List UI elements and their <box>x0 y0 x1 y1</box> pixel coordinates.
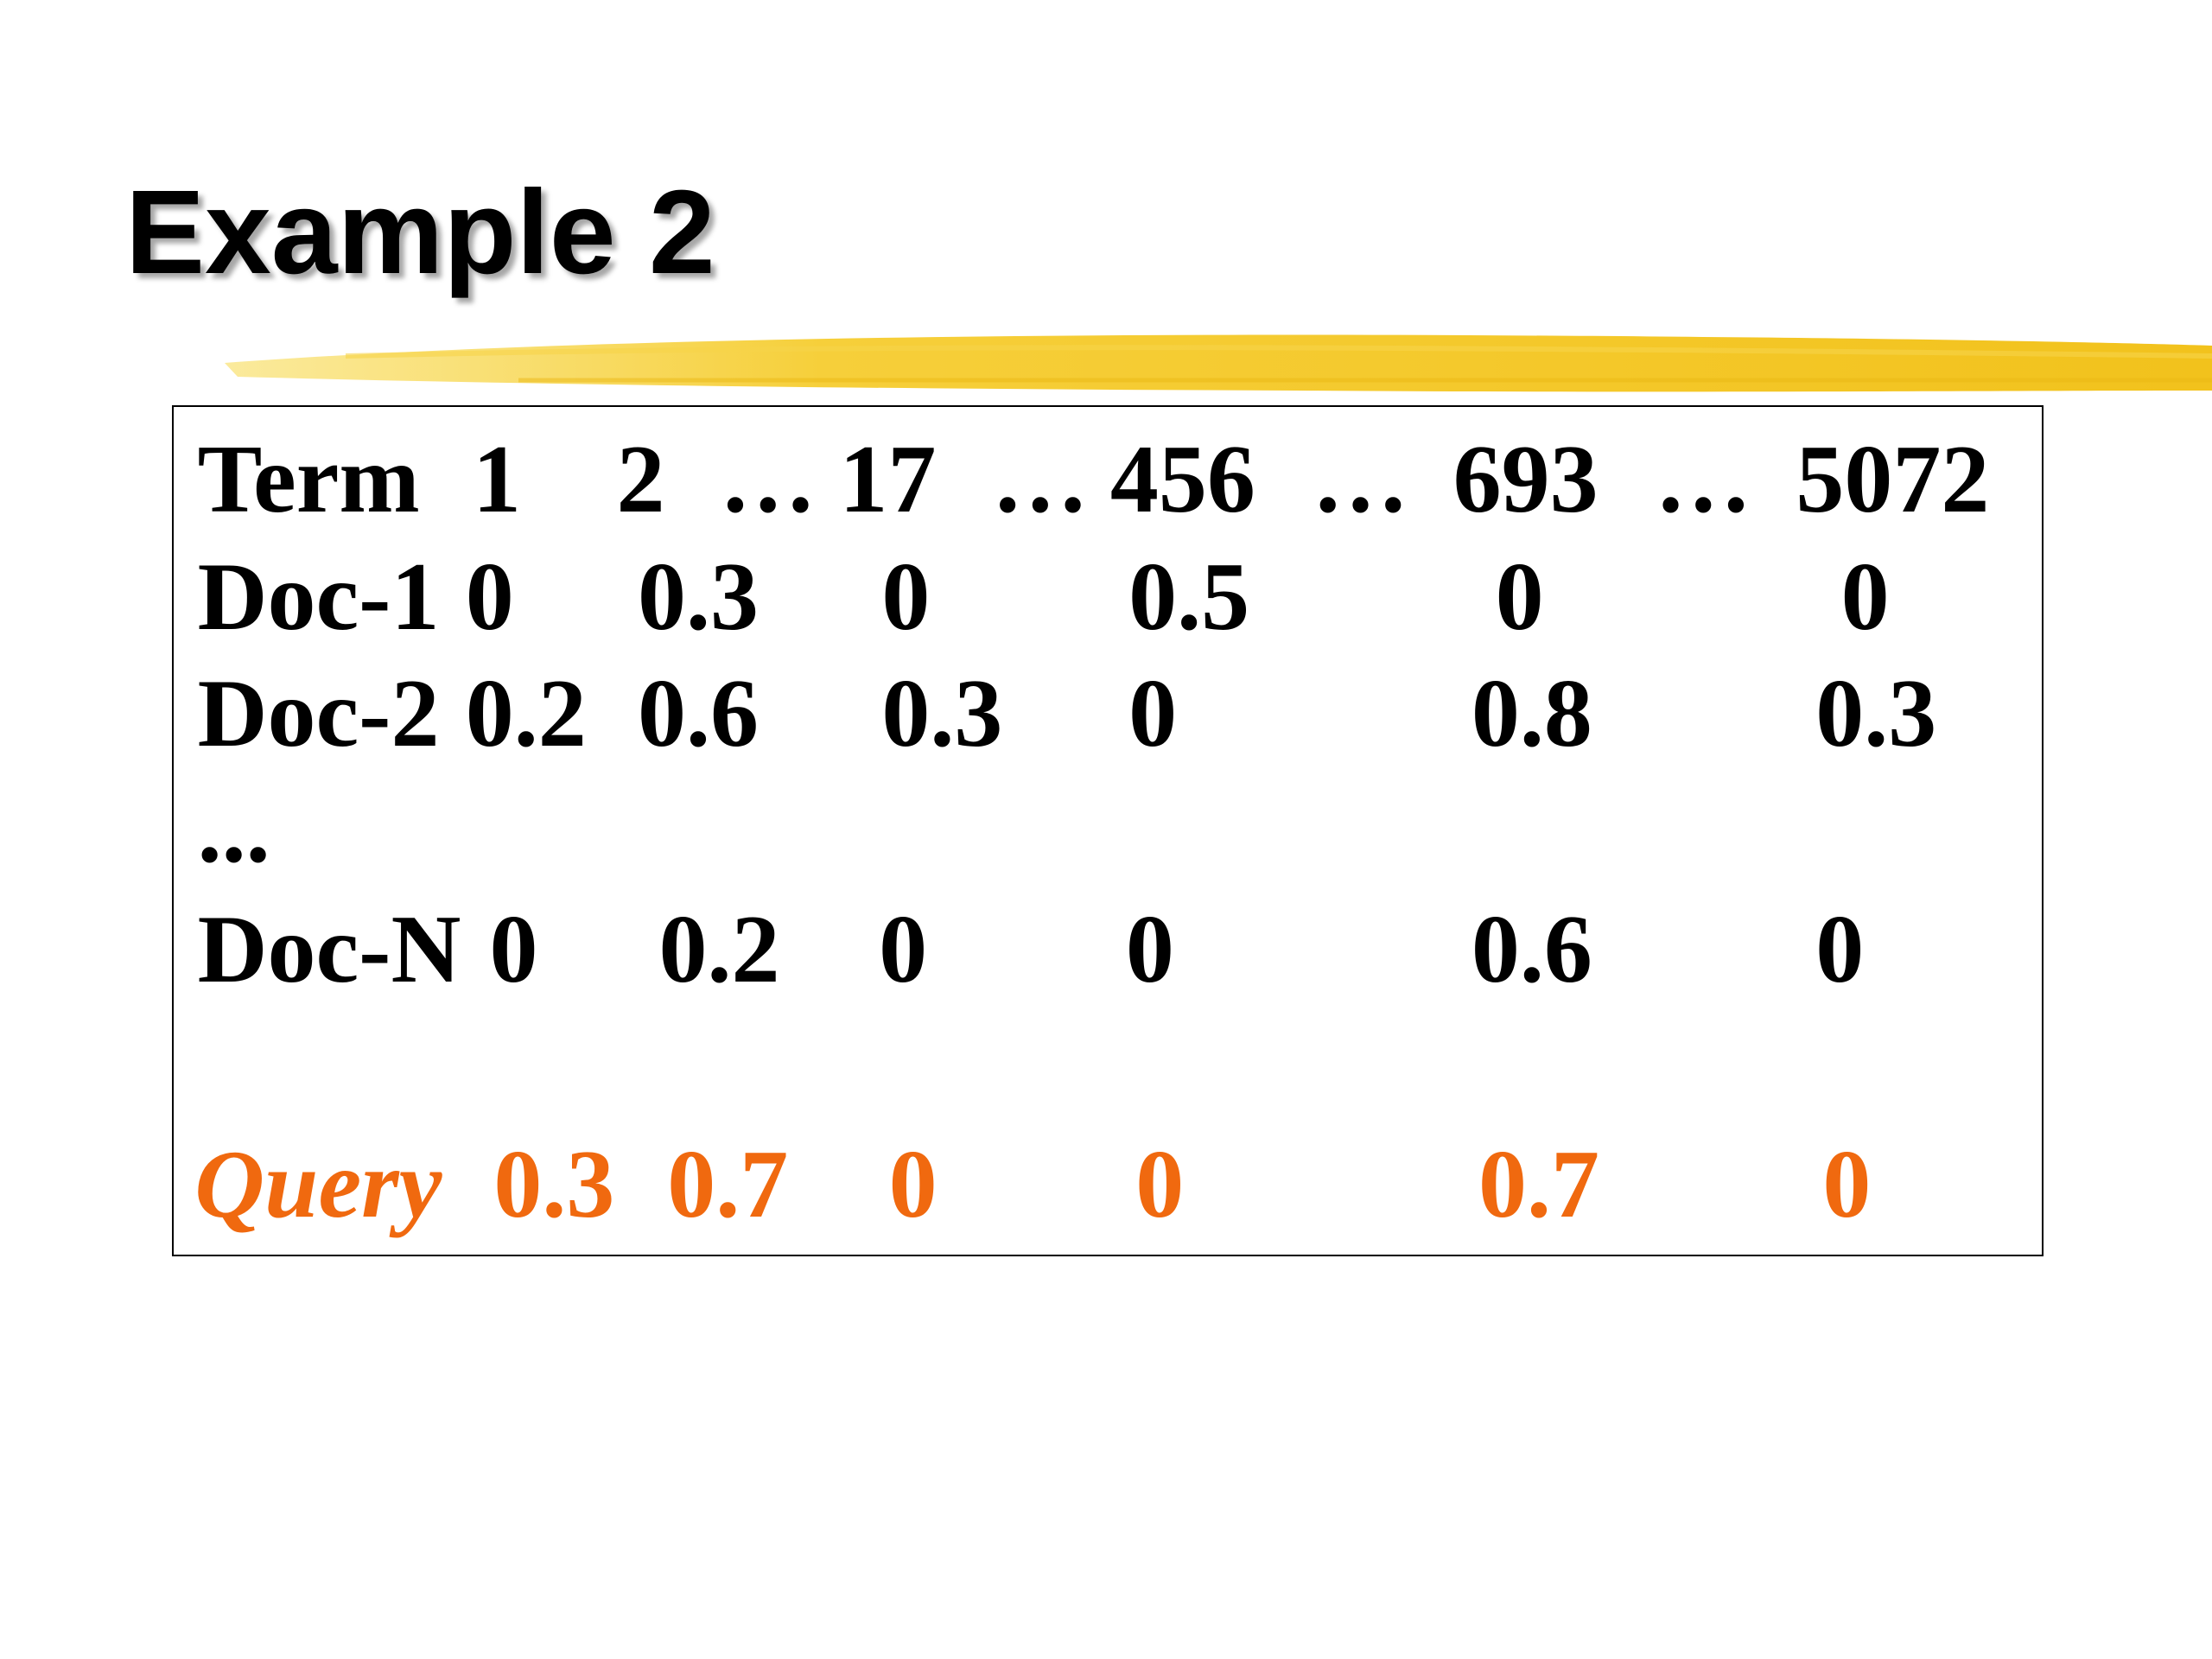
cell-value: 0.8 <box>1471 660 1592 768</box>
cell-value: 0 <box>465 543 514 651</box>
header-cell: … <box>1312 426 1409 534</box>
row-label: Doc-N <box>197 895 461 1003</box>
cell-value: 0.6 <box>1471 895 1592 1003</box>
header-cell: 5072 <box>1796 426 1990 534</box>
cell-value: 0.2 <box>658 895 780 1003</box>
cell-value: 0.2 <box>465 660 587 768</box>
cell-value: 0 <box>881 543 931 651</box>
header-cell: … <box>719 426 817 534</box>
cell-value: 0.6 <box>637 660 759 768</box>
cell-value: 0 <box>879 895 928 1003</box>
cell-value: 0.5 <box>1128 543 1250 651</box>
brush-stroke <box>225 334 2212 392</box>
query-label: Query <box>194 1131 442 1239</box>
cell-value: 0.3 <box>881 660 1003 768</box>
header-cell: 456 <box>1109 426 1255 534</box>
slide-title: Example 2 <box>125 166 715 299</box>
cell-value: 0.3 <box>637 543 759 651</box>
header-cell: 1 <box>472 426 521 534</box>
query-value: 0.7 <box>1478 1131 1600 1239</box>
cell-value: 0 <box>1125 895 1174 1003</box>
cell-value: 0 <box>1840 543 1890 651</box>
header-cell: 2 <box>616 426 665 534</box>
row-label: Doc-1 <box>197 543 440 651</box>
header-cell: … <box>1655 426 1752 534</box>
cell-value: 0 <box>1815 895 1865 1003</box>
cell-value: 0 <box>1495 543 1544 651</box>
table-frame <box>172 405 2044 1256</box>
cell-value: 0 <box>489 895 538 1003</box>
query-value: 0 <box>1135 1131 1185 1239</box>
query-value: 0 <box>1822 1131 1872 1239</box>
cell-value: 0 <box>1128 660 1178 768</box>
header-cell: 17 <box>839 426 937 534</box>
header-cell: … <box>991 426 1089 534</box>
row-label: ... <box>197 775 270 883</box>
query-value: 0.3 <box>493 1131 615 1239</box>
header-cell: 693 <box>1452 426 1599 534</box>
query-value: 0 <box>888 1131 938 1239</box>
row-label: Doc-2 <box>197 660 440 768</box>
cell-value: 0.3 <box>1815 660 1937 768</box>
header-cell: Term <box>197 426 420 534</box>
query-value: 0.7 <box>667 1131 789 1239</box>
